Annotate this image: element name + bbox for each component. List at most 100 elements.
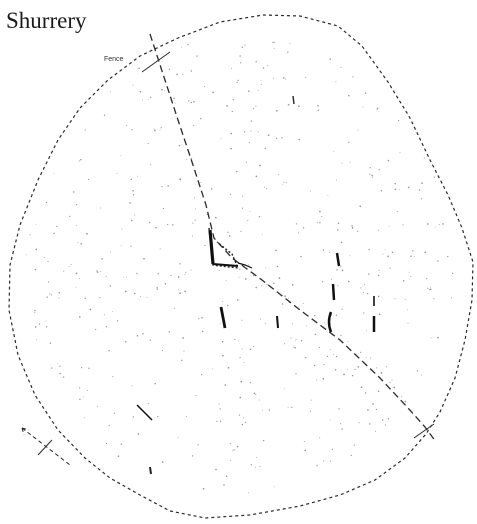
- stipple-dot: [340, 266, 342, 268]
- stipple-dot: [239, 268, 241, 270]
- stipple-dot: [34, 326, 37, 328]
- stipple-dot: [236, 445, 239, 448]
- stipple-dot: [59, 365, 61, 367]
- stipple-dot: [426, 278, 428, 280]
- stipple-dot: [123, 276, 125, 278]
- stipple-dot: [248, 142, 250, 144]
- stipple-dot: [157, 273, 160, 275]
- stipple-dot: [364, 92, 367, 94]
- stipple-dot: [168, 68, 171, 71]
- stipple-dot: [53, 232, 55, 235]
- stipple-dot: [224, 384, 227, 386]
- stipple-dot: [336, 269, 338, 271]
- stipple-dot: [281, 303, 284, 305]
- stipple-dot: [244, 421, 247, 423]
- stipple-dot: [426, 223, 429, 225]
- stipple-dot: [159, 248, 161, 250]
- stipple-dot: [396, 211, 398, 212]
- stipple-dot: [193, 125, 195, 127]
- stipple-dot: [162, 207, 165, 210]
- stipple-dot: [295, 223, 297, 225]
- stipple-dot: [164, 90, 166, 92]
- stipple-dot: [376, 367, 378, 369]
- stipple-dot: [126, 276, 128, 278]
- stipple-dot: [348, 141, 350, 144]
- stipple-dot: [168, 331, 171, 333]
- stipple-dot: [150, 96, 152, 99]
- stipple-dot: [258, 215, 261, 218]
- stipple-dot: [351, 374, 354, 377]
- stipple-dot: [112, 311, 114, 313]
- stipple-dot: [451, 297, 453, 299]
- stipple-dot: [248, 90, 250, 92]
- stipple-dot: [239, 55, 241, 57]
- stipple-dot: [255, 60, 257, 63]
- stipple-dot: [100, 270, 102, 272]
- stipple-dot: [142, 333, 144, 335]
- stipple-dot: [183, 350, 185, 352]
- stipple-dot: [230, 67, 233, 69]
- stipple-dot: [371, 176, 373, 178]
- stipple-dot: [75, 272, 78, 275]
- stipple-dot: [348, 94, 350, 97]
- stipple-dot: [132, 84, 134, 86]
- building-base: [212, 263, 239, 267]
- stipple-dot: [433, 298, 435, 300]
- stipple-dot: [329, 419, 331, 421]
- stipple-dot: [236, 170, 238, 173]
- stipple-dot: [259, 318, 261, 320]
- stipple-dot: [161, 88, 163, 91]
- stipple-dot: [378, 229, 380, 231]
- stipple-dot: [212, 368, 213, 370]
- stipple-dot: [282, 184, 284, 186]
- stipple-dot: [378, 313, 381, 316]
- stipple-dot: [227, 366, 230, 369]
- stipple-dot: [221, 340, 224, 343]
- boundary-line: [8, 14, 474, 519]
- stipple-dot: [116, 172, 118, 174]
- stipple-dot: [358, 422, 360, 424]
- stipple-dot: [240, 380, 243, 383]
- stipple-dot: [295, 373, 297, 375]
- stipple-dot: [191, 455, 194, 457]
- stipple-dot: [362, 291, 364, 293]
- stipple-dot: [353, 444, 355, 446]
- stipple-dot: [253, 108, 255, 110]
- stipple-dot: [95, 328, 97, 331]
- stipple-dot: [134, 214, 136, 216]
- stipple-dot: [35, 224, 37, 226]
- stipple-dot: [229, 443, 231, 445]
- mark: [136, 404, 153, 421]
- stipple-dot: [241, 46, 244, 48]
- stipple-dot: [89, 308, 92, 311]
- mark: [149, 466, 152, 475]
- stipple-dot: [389, 382, 391, 384]
- stipple-dot: [329, 58, 332, 60]
- stipple-dot: [237, 79, 239, 82]
- stipple-dot: [160, 127, 162, 129]
- stipple-dot: [316, 465, 318, 467]
- stipple-dot: [43, 256, 45, 258]
- stipple-dot: [287, 51, 289, 53]
- stipple-dot: [218, 270, 220, 271]
- stipple-dot: [369, 423, 371, 425]
- stipple-dot: [184, 273, 186, 275]
- stipple-dot: [363, 312, 365, 314]
- stipple-dot: [408, 271, 410, 273]
- stipple-dot: [265, 267, 267, 269]
- stipple-dot: [335, 81, 337, 83]
- stipple-dot: [70, 263, 72, 265]
- stipple-dot: [322, 249, 325, 251]
- stipple-dot: [322, 377, 325, 380]
- stipple-dot: [393, 386, 396, 389]
- stipple-dot: [248, 264, 250, 266]
- stipple-dot: [193, 197, 196, 199]
- stipple-dot: [376, 108, 378, 110]
- stipple-dot: [343, 373, 345, 376]
- stipple-dot: [202, 488, 205, 490]
- stipple-dot: [108, 349, 110, 352]
- stipple-dot: [327, 195, 329, 197]
- stipple-dot: [319, 437, 321, 439]
- stipple-dot: [181, 46, 183, 48]
- stipple-dot: [154, 382, 156, 385]
